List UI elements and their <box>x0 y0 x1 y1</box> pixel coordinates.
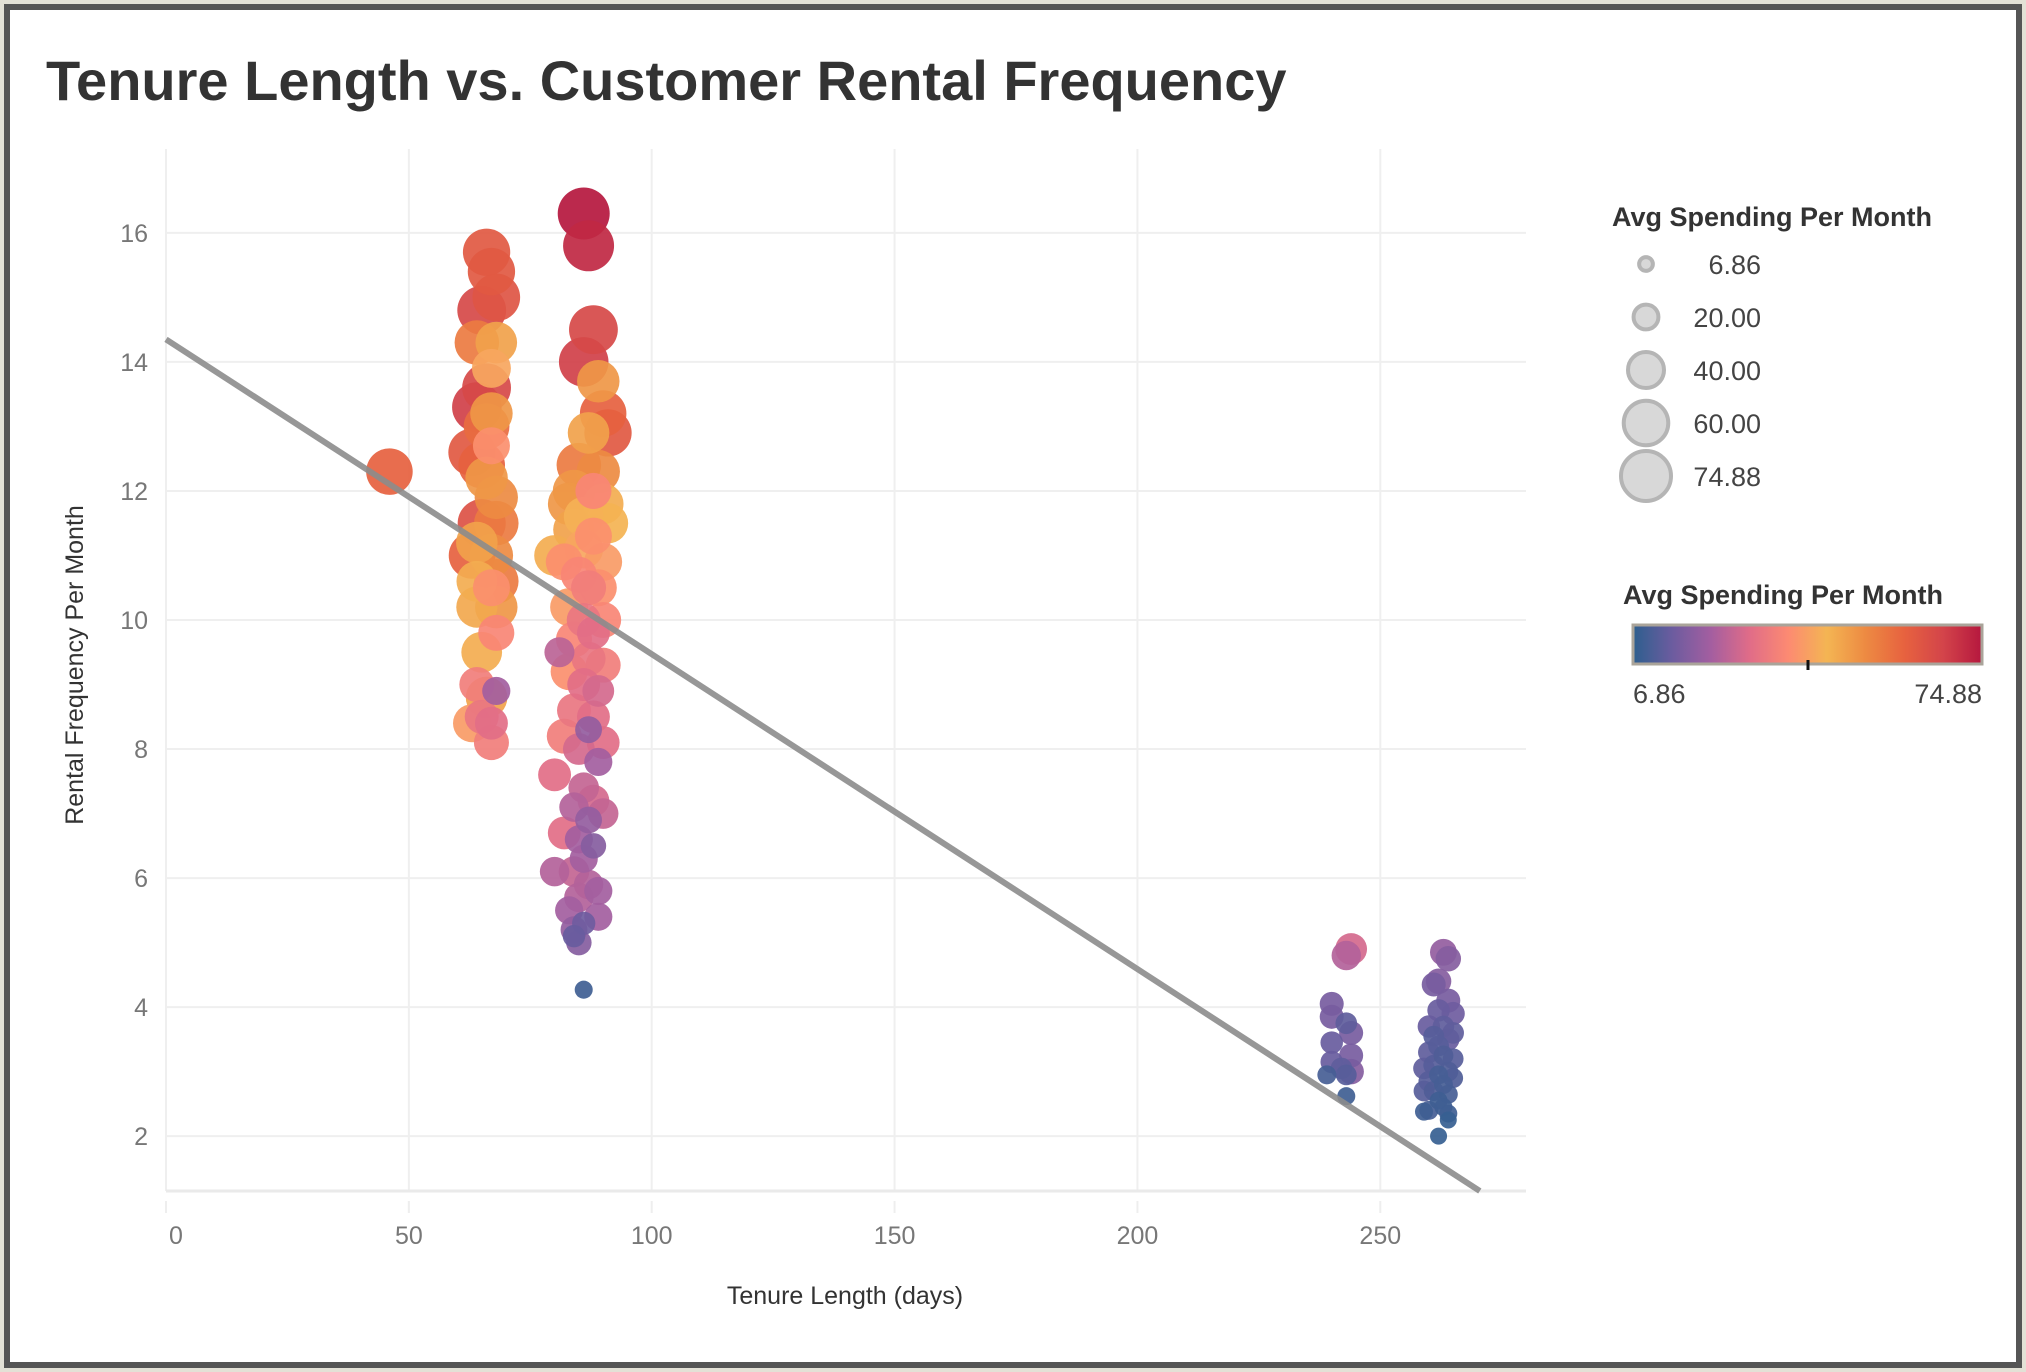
color-legend: Avg Spending Per Month 6.86 74.88 <box>1623 580 1984 709</box>
data-point[interactable] <box>575 806 603 834</box>
y-tick-label: 8 <box>134 736 148 764</box>
y-tick-label: 4 <box>134 994 148 1022</box>
data-point[interactable] <box>574 517 612 555</box>
data-point[interactable] <box>366 448 413 495</box>
y-tick-label: 6 <box>134 865 148 893</box>
data-point[interactable] <box>465 456 508 500</box>
x-tick-label: 150 <box>874 1222 916 1250</box>
y-axis-ticks: 2 4 6 8 10 12 14 16 <box>120 220 148 1151</box>
gridlines <box>165 149 1526 1213</box>
chart-title: Tenure Length vs. Customer Rental Freque… <box>46 49 1287 112</box>
data-point[interactable] <box>584 876 613 906</box>
size-legend-label: 20.00 <box>1693 303 1761 333</box>
data-point[interactable] <box>472 569 510 607</box>
color-legend-bar <box>1631 623 1984 666</box>
color-legend-title: Avg Spending Per Month <box>1623 580 1943 610</box>
data-point[interactable] <box>571 570 607 606</box>
data-point[interactable] <box>1442 1022 1464 1044</box>
data-point[interactable] <box>1430 1127 1448 1145</box>
data-point[interactable] <box>1435 945 1462 972</box>
data-point[interactable] <box>569 305 618 355</box>
data-point[interactable] <box>575 472 612 509</box>
x-tick-label: 0 <box>169 1222 183 1250</box>
data-point[interactable] <box>1317 1065 1337 1085</box>
size-legend-circle <box>1625 349 1667 391</box>
chart-frame <box>4 4 2022 1368</box>
data-point[interactable] <box>467 247 516 296</box>
data-point[interactable] <box>538 758 572 792</box>
data-point[interactable] <box>575 716 603 744</box>
data-point[interactable] <box>1439 1111 1457 1129</box>
x-axis-ticks: 0 50 100 150 200 250 <box>169 1222 1401 1250</box>
data-point[interactable] <box>1335 1064 1357 1086</box>
data-point[interactable] <box>574 980 593 999</box>
data-point[interactable] <box>580 833 607 859</box>
data-point[interactable] <box>562 924 586 948</box>
data-point[interactable] <box>470 392 513 435</box>
data-point[interactable] <box>563 220 615 272</box>
y-tick-label: 12 <box>120 478 148 506</box>
data-point[interactable] <box>472 427 510 465</box>
data-point[interactable] <box>571 641 606 676</box>
data-point[interactable] <box>544 637 575 668</box>
y-tick-label: 10 <box>120 607 148 635</box>
size-legend-circle <box>1631 302 1661 332</box>
size-legend-label: 60.00 <box>1693 409 1761 439</box>
trend-line <box>164 336 1482 1194</box>
data-point[interactable] <box>1414 1102 1434 1121</box>
y-tick-label: 14 <box>120 349 148 377</box>
x-tick-label: 50 <box>395 1222 423 1250</box>
color-legend-min: 6.86 <box>1633 679 1686 709</box>
size-legend-label: 6.86 <box>1708 250 1761 280</box>
size-legend-circle <box>1619 449 1673 503</box>
data-point[interactable] <box>584 747 613 777</box>
size-legend-circle <box>1637 255 1655 273</box>
data-point[interactable] <box>1331 940 1362 971</box>
data-point[interactable] <box>567 412 610 454</box>
data-point[interactable] <box>539 856 570 887</box>
data-point[interactable] <box>471 348 511 388</box>
data-point[interactable] <box>1433 1045 1454 1066</box>
x-tick-label: 200 <box>1117 1222 1159 1250</box>
data-point[interactable] <box>474 706 508 740</box>
data-point[interactable] <box>478 614 515 651</box>
data-point[interactable] <box>1421 972 1446 997</box>
data-point[interactable] <box>1335 1012 1358 1035</box>
size-legend-label: 40.00 <box>1693 356 1761 386</box>
y-tick-label: 16 <box>120 220 148 248</box>
x-tick-label: 100 <box>631 1222 673 1250</box>
size-legend-circle <box>1621 398 1671 448</box>
size-legend-title: Avg Spending Per Month <box>1612 202 1932 232</box>
data-point[interactable] <box>582 675 615 707</box>
size-legend: Avg Spending Per Month 6.86 20.00 40.00 60.… <box>1612 202 1932 503</box>
x-tick-label: 250 <box>1359 1222 1401 1250</box>
y-tick-label: 2 <box>134 1123 148 1151</box>
data-point[interactable] <box>1320 1031 1343 1054</box>
size-legend-label: 74.88 <box>1693 462 1761 492</box>
color-legend-max: 74.88 <box>1914 679 1982 709</box>
x-axis-title: Tenure Length (days) <box>727 1282 963 1310</box>
data-points <box>366 187 1465 1145</box>
data-point[interactable] <box>482 676 511 706</box>
data-point[interactable] <box>577 360 620 403</box>
y-axis-title: Rental Frequency Per Month <box>61 505 89 825</box>
